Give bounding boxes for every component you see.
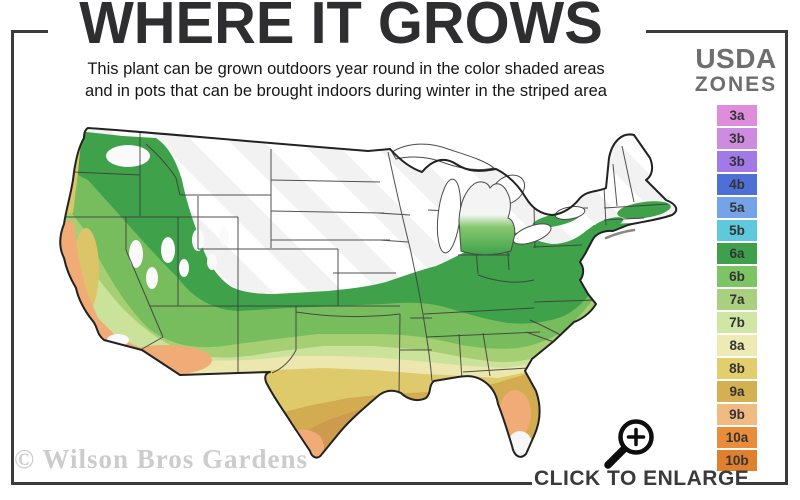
zone-chip-label: 6a bbox=[729, 246, 745, 261]
zone-chip: 8b bbox=[717, 358, 757, 379]
zone-chip-label: 6b bbox=[729, 269, 745, 284]
frame-line-left bbox=[11, 30, 14, 485]
zone-chip-label: 9a bbox=[729, 384, 745, 399]
zone-chip-label: 10b bbox=[725, 453, 749, 468]
massachusetts-green-patch bbox=[617, 201, 671, 219]
us-outline bbox=[59, 127, 678, 459]
zone-chip: 8a bbox=[717, 335, 757, 356]
zone-chip: 9a bbox=[717, 381, 757, 402]
lake-superior bbox=[391, 143, 496, 171]
frame-line-right bbox=[785, 30, 788, 485]
magnifier-icon[interactable] bbox=[598, 415, 662, 473]
subtitle-line-2: and in pots that can be brought indoors … bbox=[85, 82, 607, 101]
great-lakes bbox=[391, 143, 586, 254]
frame-line-bottom-left bbox=[11, 482, 532, 485]
connecticut-coast-green-patch bbox=[592, 217, 624, 231]
click-to-enlarge-label[interactable]: CLICK TO ENLARGE bbox=[534, 467, 750, 490]
zone-chip: 5b bbox=[717, 220, 757, 241]
page-title: WHERE IT GROWS bbox=[79, 0, 603, 56]
usda-label: USDA bbox=[695, 43, 777, 74]
zone-chip-label: 8a bbox=[729, 338, 745, 353]
us-zone-map[interactable] bbox=[28, 118, 690, 478]
subtitle: This plant can be grown outdoors year ro… bbox=[40, 58, 652, 103]
zone-chip-label: 4b bbox=[729, 177, 745, 192]
watermark: © Wilson Bros Gardens bbox=[14, 444, 308, 474]
michigan-lower-peninsula bbox=[458, 181, 516, 256]
zone-chip-label: 3a bbox=[729, 108, 745, 123]
zones-label: ZONES bbox=[694, 73, 778, 97]
zone-chip-label: 10a bbox=[725, 430, 749, 445]
zone-chip: 7a bbox=[717, 289, 757, 310]
zone-chip: 10a bbox=[717, 427, 757, 448]
zone-chip-label: 5a bbox=[729, 200, 745, 215]
zone-chip-label: 8b bbox=[729, 361, 745, 376]
zone-chip: 6a bbox=[717, 243, 757, 264]
zone-chip: 4b bbox=[717, 174, 757, 195]
zone-chip: 6b bbox=[717, 266, 757, 287]
zone-legend: 3a 3b 3b 4b 5a 5b 6a 6b 7a 7b 8a 8b 9a 9b 10a 10b bbox=[717, 105, 757, 473]
subtitle-line-1: This plant can be grown outdoors year ro… bbox=[87, 60, 605, 78]
zone-chip: 5a bbox=[717, 197, 757, 218]
mountain-white-patches bbox=[106, 145, 229, 346]
zone-chip-label: 5b bbox=[729, 223, 745, 238]
lake-ontario bbox=[554, 206, 586, 220]
zone-chip-label: 3b bbox=[729, 154, 745, 169]
frame-line-bottom-right bbox=[737, 482, 788, 485]
usda-zones-title: USDA ZONES bbox=[683, 44, 789, 98]
zone-chip-label: 9b bbox=[729, 407, 745, 422]
zone-chip-label: 7b bbox=[729, 315, 745, 330]
zone-chip: 3b bbox=[717, 128, 757, 149]
florida-peach-patch bbox=[499, 390, 531, 438]
long-island bbox=[604, 228, 636, 240]
zone-chip-label: 3b bbox=[729, 131, 745, 146]
frame-line-top-right bbox=[646, 30, 788, 33]
arizona-desert-patch bbox=[120, 345, 212, 375]
frame-line-top-left bbox=[11, 30, 48, 33]
zone-chip: 3a bbox=[717, 105, 757, 126]
zone-chip: 7b bbox=[717, 312, 757, 333]
zone-chip: 10b bbox=[717, 450, 757, 471]
zone-chip-label: 7a bbox=[729, 292, 745, 307]
zone-chip: 9b bbox=[717, 404, 757, 425]
zone-chip: 3b bbox=[717, 151, 757, 172]
